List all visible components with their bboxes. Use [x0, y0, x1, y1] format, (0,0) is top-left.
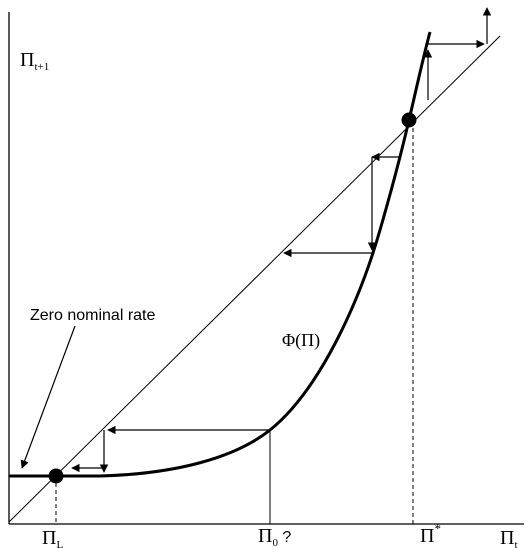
zero-nominal-rate-label: Zero nominal rate — [30, 307, 155, 324]
high-steady-state-point — [401, 112, 417, 128]
forty-five-degree-line — [8, 35, 501, 523]
curve-label: Φ(Π) — [282, 330, 320, 351]
phi-curve — [9, 31, 432, 478]
zero-rate-arrow — [20, 325, 76, 469]
low-steady-state-point — [48, 468, 64, 484]
lower-staircase — [71, 425, 270, 473]
y-axis-label: Πt+1 — [20, 49, 49, 73]
tick-label-pi-zero: Π0 ? — [258, 525, 291, 548]
x-axis-label: Πt — [500, 527, 518, 548]
middle-staircase — [283, 152, 400, 258]
tick-label-pi-low: ΠL — [42, 527, 63, 548]
upper-staircase — [423, 7, 492, 100]
tick-label-pi-star: Π* — [420, 521, 441, 547]
